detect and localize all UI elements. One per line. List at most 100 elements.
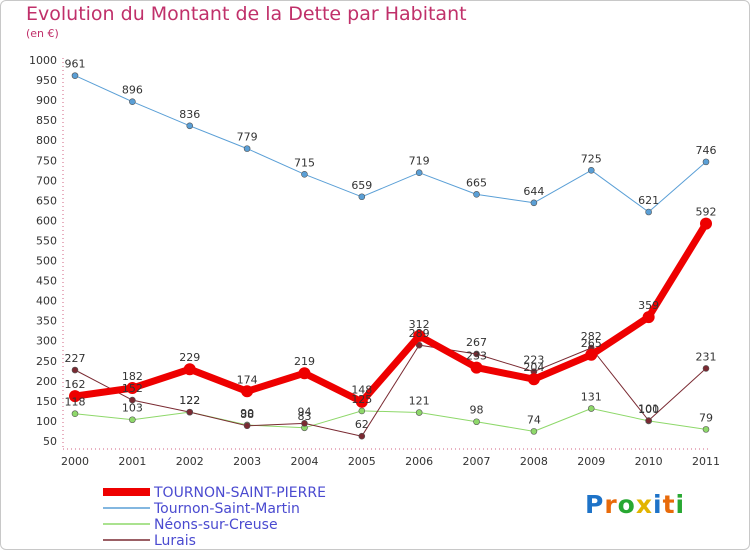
data-label: 174 (237, 373, 258, 386)
data-point (473, 418, 480, 426)
x-tick-label: 2004 (290, 455, 318, 468)
data-point (702, 365, 710, 372)
data-point (301, 171, 308, 178)
series-line (74, 75, 707, 213)
data-point (298, 367, 311, 380)
series-3 (71, 341, 710, 440)
data-point (129, 396, 136, 404)
data-label: 182 (122, 370, 143, 383)
data-label: 233 (466, 350, 487, 363)
data-label: 101 (638, 403, 659, 416)
data-point (587, 405, 595, 412)
data-point (530, 428, 538, 435)
series-1 (71, 72, 710, 216)
proxiti-logo: Proxiti (585, 490, 685, 519)
chart-title: Evolution du Montant de la Dette par Hab… (26, 3, 467, 25)
data-point (358, 407, 366, 415)
data-label: 227 (65, 352, 86, 365)
data-label: 122 (179, 394, 200, 407)
y-tick-label: 750 (36, 154, 57, 167)
y-tick-label: 350 (36, 315, 57, 328)
series-layer (69, 72, 712, 440)
data-label: 131 (581, 391, 602, 404)
data-label: 125 (351, 393, 372, 406)
x-tick-label: 2002 (176, 455, 204, 468)
data-point (645, 208, 652, 216)
data-point (587, 166, 595, 174)
axes: 50 100 150 200 250 300 350 400 450 500 550 600 650 70… (29, 54, 720, 468)
series-line (71, 220, 710, 406)
data-label: 79 (699, 411, 713, 424)
data-label: 592 (696, 206, 717, 219)
data-point (243, 422, 251, 430)
data-label: 98 (470, 404, 484, 417)
logo-letter: i (653, 490, 663, 519)
data-label: 359 (638, 299, 659, 312)
x-tick-label: 2010 (635, 455, 663, 468)
data-point (355, 395, 368, 408)
logo-letter: r (604, 490, 618, 519)
y-tick-label: 500 (36, 255, 57, 268)
data-point (71, 366, 79, 374)
data-label: 88 (240, 408, 254, 421)
data-label: 715 (294, 156, 315, 169)
x-tick-label: 2000 (61, 455, 89, 468)
legend-label: Néons-sur-Creuse (154, 517, 278, 533)
data-label: 83 (297, 410, 311, 423)
x-tick-label: 2008 (520, 455, 548, 468)
data-label: 90 (240, 407, 254, 420)
y-tick-label: 550 (36, 234, 57, 247)
data-point (645, 417, 652, 424)
data-label: 725 (581, 152, 602, 165)
chart-subtitle: (en €) (26, 27, 59, 40)
data-label: 103 (122, 402, 143, 415)
data-label: 282 (581, 330, 602, 343)
data-point (700, 217, 712, 230)
data-point (358, 432, 366, 440)
data-label: 312 (409, 318, 430, 331)
data-point (301, 420, 308, 427)
data-point (473, 350, 480, 358)
data-labels: 162 182 229 174 219 148 312 233 204 265 359 592 961 8… (65, 58, 717, 432)
logo-letter: o (617, 490, 636, 519)
series-line (74, 408, 707, 432)
data-point (129, 98, 136, 106)
legend-label: TOURNON-SAINT-PIERRE (153, 485, 326, 501)
data-point (702, 158, 710, 166)
data-point (415, 341, 423, 349)
data-label: 746 (696, 144, 717, 157)
data-point (473, 191, 480, 198)
y-tick-label: 50 (43, 435, 57, 448)
data-label: 644 (523, 185, 544, 198)
data-label: 122 (179, 394, 200, 407)
y-tick-label: 450 (36, 275, 57, 288)
data-label: 62 (355, 418, 369, 431)
data-label: 265 (581, 337, 602, 350)
data-label: 219 (294, 355, 315, 368)
x-tick-label: 2011 (692, 455, 720, 468)
data-point (186, 408, 194, 416)
series-2 (71, 405, 710, 435)
data-label: 961 (65, 58, 86, 71)
data-point (71, 410, 79, 418)
data-point (126, 382, 139, 395)
data-label: 719 (409, 155, 430, 168)
x-tick-label: 2005 (348, 455, 376, 468)
data-label: 118 (65, 396, 86, 409)
data-point (585, 348, 598, 361)
y-tick-label: 100 (36, 415, 57, 428)
data-point (69, 390, 81, 403)
y-tick-label: 150 (36, 395, 57, 408)
data-point (241, 385, 254, 398)
data-label: 896 (122, 84, 143, 97)
y-tick-label: 250 (36, 355, 57, 368)
series-line (74, 344, 707, 437)
y-tick-label: 800 (36, 134, 57, 147)
logo-letter: P (585, 490, 605, 519)
data-label: 162 (65, 378, 86, 391)
data-label: 94 (297, 405, 311, 418)
data-label: 121 (409, 395, 430, 408)
data-point (530, 199, 538, 207)
x-tick-label: 2009 (577, 455, 605, 468)
